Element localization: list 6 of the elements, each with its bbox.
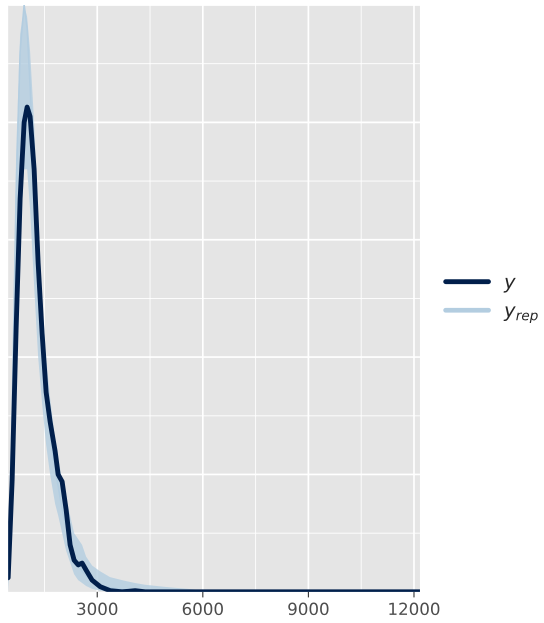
x-tick-label: 12000 <box>389 602 440 616</box>
legend-label: y$_{rep}$ <box>504 306 538 324</box>
legend-label: y <box>504 278 516 293</box>
x-tick-label: 6000 <box>182 602 223 616</box>
x-tick-label: 3000 <box>77 602 118 616</box>
x-tick-label: 9000 <box>288 602 329 616</box>
